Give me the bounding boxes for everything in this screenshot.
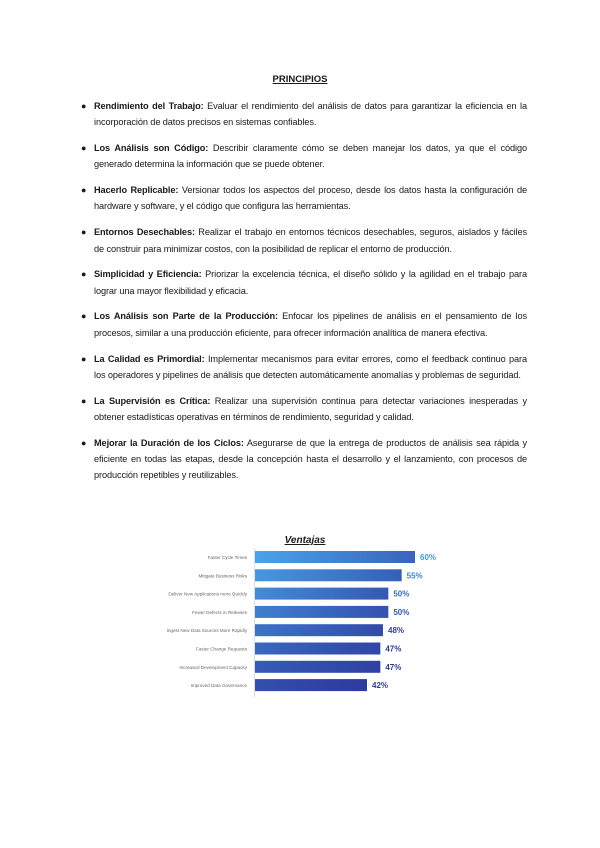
bar [255, 642, 381, 655]
category-label: Faster Cycle Times [208, 555, 248, 560]
bar [255, 660, 381, 673]
bullet-icon: ● [81, 437, 87, 448]
bar [255, 587, 389, 600]
bullet-icon: ● [81, 101, 87, 111]
principle-text: Realizar el trabajo en entornos técnicos… [94, 227, 527, 254]
category-label: Deliver New Applications more Quickly [168, 592, 247, 597]
colon: : [207, 395, 211, 406]
bullet-icon: ● [81, 227, 87, 238]
bar [255, 624, 383, 637]
page-title: PRINCIPIOS [272, 74, 328, 85]
colon: : [175, 185, 179, 196]
principle-term: La Supervisión es Crítica [94, 395, 208, 406]
principle-item: ● Mejorar la Duración de los Ciclos: Aseg… [81, 435, 528, 484]
principle-item: ● Rendimiento del Trabajo: Evaluar el ren… [81, 98, 527, 131]
colon: : [205, 143, 209, 154]
bullet-icon: ● [81, 143, 87, 154]
value-label: 47% [385, 663, 401, 672]
principles-list: ● Rendimiento del Trabajo: Evaluar el ren… [81, 98, 528, 493]
bullet-icon: ● [81, 269, 87, 280]
colon: : [240, 437, 244, 448]
category-label: Fewer Defects in Releases [192, 610, 248, 615]
principle-item: ● Hacerlo Replicable: Versionar todos los… [81, 182, 527, 215]
value-label: 42% [372, 681, 388, 690]
principle-text: Evaluar el rendimiento del análisis de d… [94, 101, 527, 128]
category-label: Improved Data Governance [191, 683, 248, 688]
value-label: 47% [385, 645, 401, 654]
principle-term: Rendimiento del Trabajo [94, 101, 201, 111]
principle-term: Entornos Desechables [94, 227, 192, 238]
bar [255, 551, 415, 563]
principle-item: ● Simplicidad y Eficiencia: Priorizar la … [81, 266, 527, 299]
bar [255, 605, 389, 618]
category-label: Mitigate Business Risks [198, 573, 247, 578]
chart-title: Ventajas [284, 535, 326, 546]
category-label: Ingest New Data Sources More Rapidly [167, 628, 248, 633]
colon: : [200, 101, 204, 111]
principle-text: Realizar una supervisión continua para d… [94, 395, 528, 422]
bar [255, 569, 402, 582]
principle-text: Asegurarse de que la entrega de producto… [94, 437, 528, 481]
principle-item: ● La Calidad es Primordial: Implementar m… [81, 351, 528, 384]
value-label: 48% [388, 626, 404, 635]
principle-text: Implementar mecanismos para evitar error… [94, 353, 528, 380]
principle-item: ● Los Análisis son Código: Describir clar… [81, 140, 528, 173]
value-label: 50% [393, 608, 409, 617]
colon: : [191, 227, 195, 238]
principle-term: Los Análisis son Código [94, 143, 206, 154]
principle-term: Los Análisis son Parte de la Producción [94, 311, 276, 322]
principle-text: Priorizar la excelencia técnica, el dise… [94, 269, 527, 296]
colon: : [198, 269, 202, 280]
bullet-icon: ● [81, 185, 87, 196]
principle-item: ● Entornos Desechables: Realizar el traba… [81, 224, 527, 257]
ventajas-bar-chart: Faster Cycle Times 60% Mitigate Business R… [167, 548, 436, 698]
principle-text: Describir claramente cómo se deben manej… [94, 143, 528, 170]
value-label: 60% [420, 553, 436, 562]
value-label: 55% [407, 571, 423, 580]
principle-text: Versionar todos los aspectos del proceso… [94, 185, 527, 212]
bullet-icon: ● [81, 311, 87, 322]
principle-term: Simplicidad y Eficiencia [94, 269, 199, 280]
principle-text: Enfocar los pipelines de análisis en el … [94, 311, 527, 338]
principle-term: Mejorar la Duración de los Ciclos [94, 437, 241, 448]
bullet-icon: ● [81, 395, 87, 406]
bar [255, 679, 367, 692]
category-label: Faster Change Requests [196, 647, 248, 652]
bullet-icon: ● [81, 353, 87, 364]
category-label: Increased Development Capacity [179, 665, 247, 670]
principle-item: ● La Supervisión es Crítica: Realizar una… [81, 393, 528, 426]
value-label: 50% [393, 590, 409, 599]
colon: : [201, 353, 205, 364]
principle-term: Hacerlo Replicable [94, 185, 176, 196]
principle-term: La Calidad es Primordial [94, 353, 202, 364]
colon: : [275, 311, 278, 322]
principle-item: ● Los Análisis son Parte de la Producción… [81, 308, 527, 341]
